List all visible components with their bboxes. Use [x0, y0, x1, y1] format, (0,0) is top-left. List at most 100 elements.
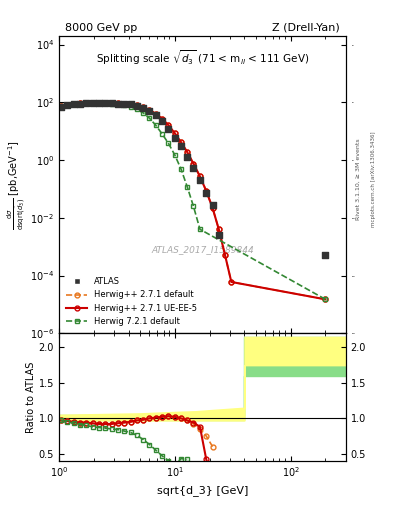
Herwig++ 2.7.1 default [160, 116, 165, 122]
ATLAS [127, 100, 134, 109]
ATLAS [89, 99, 95, 107]
Herwig++ 2.7.1 UE-EE-5 [147, 106, 152, 113]
ATLAS [134, 102, 140, 110]
Herwig 7.2.1 default [160, 131, 165, 137]
Herwig++ 2.7.1 UE-EE-5 [97, 100, 101, 106]
Herwig++ 2.7.1 default [198, 174, 202, 180]
ATLAS [102, 99, 108, 107]
Herwig++ 2.7.1 UE-EE-5 [65, 102, 70, 108]
ATLAS [184, 153, 190, 161]
ATLAS [96, 99, 102, 107]
Herwig 7.2.1 default [166, 140, 171, 146]
Herwig++ 2.7.1 UE-EE-5 [90, 100, 95, 106]
Line: Herwig++ 2.7.1 UE-EE-5: Herwig++ 2.7.1 UE-EE-5 [59, 101, 328, 302]
Herwig 7.2.1 default [103, 100, 108, 106]
Text: 8000 GeV pp: 8000 GeV pp [65, 23, 137, 33]
Herwig++ 2.7.1 default [178, 139, 183, 145]
Legend: ATLAS, Herwig++ 2.7.1 default, Herwig++ 2.7.1 UE-EE-5, Herwig 7.2.1 default: ATLAS, Herwig++ 2.7.1 default, Herwig++ … [63, 274, 200, 329]
ATLAS [64, 101, 70, 109]
ATLAS [172, 134, 178, 142]
ATLAS [70, 100, 77, 108]
Herwig 7.2.1 default [191, 203, 196, 209]
Herwig 7.2.1 default [147, 115, 152, 121]
ATLAS [216, 231, 222, 239]
ATLAS [209, 201, 216, 209]
Herwig++ 2.7.1 UE-EE-5 [185, 149, 189, 155]
Text: ATLAS_2017_I1589844: ATLAS_2017_I1589844 [151, 246, 254, 254]
Herwig++ 2.7.1 default [128, 101, 133, 108]
Herwig 7.2.1 default [134, 106, 139, 113]
Herwig++ 2.7.1 UE-EE-5 [78, 100, 83, 106]
Herwig++ 2.7.1 UE-EE-5 [160, 116, 165, 122]
ATLAS [152, 111, 159, 119]
Herwig++ 2.7.1 UE-EE-5 [217, 226, 221, 232]
Herwig 7.2.1 default [97, 100, 101, 106]
Herwig++ 2.7.1 UE-EE-5 [103, 100, 108, 106]
Herwig++ 2.7.1 default [65, 102, 70, 108]
ATLAS [58, 103, 64, 111]
Herwig++ 2.7.1 UE-EE-5 [128, 101, 133, 108]
Herwig++ 2.7.1 default [217, 226, 221, 232]
Y-axis label: $\frac{\mathrm{d}\sigma}{\mathrm{dsqrt}(\widetilde{d}_3)}$ [pb,GeV$^{-1}$]: $\frac{\mathrm{d}\sigma}{\mathrm{dsqrt}(… [6, 140, 27, 229]
Herwig++ 2.7.1 default [323, 296, 328, 303]
Herwig++ 2.7.1 UE-EE-5 [153, 111, 158, 117]
Herwig++ 2.7.1 default [223, 252, 228, 259]
ATLAS [115, 99, 121, 108]
Herwig 7.2.1 default [116, 101, 120, 108]
ATLAS [203, 189, 209, 198]
Herwig 7.2.1 default [173, 152, 177, 158]
ATLAS [190, 163, 196, 172]
Herwig++ 2.7.1 UE-EE-5 [116, 100, 120, 106]
Herwig 7.2.1 default [59, 103, 63, 110]
Herwig++ 2.7.1 default [134, 102, 139, 109]
Herwig 7.2.1 default [90, 100, 95, 106]
Herwig++ 2.7.1 UE-EE-5 [204, 188, 209, 194]
Herwig++ 2.7.1 UE-EE-5 [134, 102, 139, 109]
Herwig 7.2.1 default [185, 184, 189, 190]
ATLAS [121, 100, 127, 108]
Line: Herwig++ 2.7.1 default: Herwig++ 2.7.1 default [59, 101, 328, 302]
Herwig++ 2.7.1 UE-EE-5 [59, 103, 63, 110]
Line: Herwig 7.2.1 default: Herwig 7.2.1 default [59, 101, 328, 302]
Herwig 7.2.1 default [153, 122, 158, 129]
ATLAS [140, 104, 146, 112]
Herwig++ 2.7.1 UE-EE-5 [323, 296, 328, 303]
Herwig 7.2.1 default [141, 110, 145, 116]
ATLAS [322, 251, 329, 260]
Herwig++ 2.7.1 default [122, 101, 127, 107]
Herwig++ 2.7.1 default [204, 188, 209, 194]
Herwig++ 2.7.1 UE-EE-5 [141, 104, 145, 110]
Herwig++ 2.7.1 default [185, 149, 189, 155]
Herwig++ 2.7.1 UE-EE-5 [122, 101, 127, 107]
Herwig++ 2.7.1 default [191, 161, 196, 167]
ATLAS [178, 142, 184, 151]
Herwig++ 2.7.1 UE-EE-5 [84, 100, 88, 106]
ATLAS [159, 117, 165, 125]
ATLAS [83, 99, 89, 107]
Herwig++ 2.7.1 default [71, 101, 76, 107]
Herwig++ 2.7.1 UE-EE-5 [191, 161, 196, 167]
ATLAS [77, 99, 83, 108]
Herwig++ 2.7.1 UE-EE-5 [178, 139, 183, 145]
Herwig++ 2.7.1 UE-EE-5 [109, 100, 114, 106]
Herwig++ 2.7.1 default [78, 100, 83, 106]
ATLAS [197, 176, 203, 184]
Herwig 7.2.1 default [128, 104, 133, 110]
Herwig 7.2.1 default [84, 100, 88, 106]
Herwig++ 2.7.1 default [59, 103, 63, 110]
Herwig++ 2.7.1 UE-EE-5 [210, 205, 215, 211]
Herwig 7.2.1 default [71, 101, 76, 107]
X-axis label: sqrt{d_3} [GeV]: sqrt{d_3} [GeV] [157, 485, 248, 496]
Herwig 7.2.1 default [78, 100, 83, 106]
Herwig++ 2.7.1 default [97, 100, 101, 106]
Herwig++ 2.7.1 UE-EE-5 [166, 122, 171, 129]
Herwig++ 2.7.1 default [84, 100, 88, 106]
Herwig++ 2.7.1 default [210, 205, 215, 211]
Herwig++ 2.7.1 default [229, 279, 234, 285]
Herwig++ 2.7.1 default [166, 122, 171, 129]
Herwig++ 2.7.1 default [109, 100, 114, 106]
ATLAS [108, 99, 115, 107]
Herwig++ 2.7.1 default [90, 100, 95, 106]
ATLAS [146, 108, 152, 116]
Herwig 7.2.1 default [323, 296, 328, 303]
